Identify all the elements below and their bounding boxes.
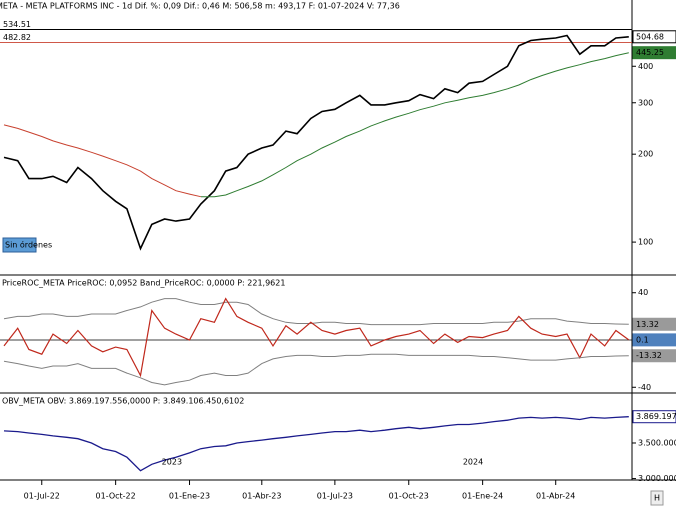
year-label: 2024 bbox=[463, 458, 483, 467]
year-label: 2023 bbox=[162, 458, 182, 467]
y-tick-label: -40 bbox=[638, 383, 651, 392]
last-value-box bbox=[632, 333, 676, 347]
plot-area bbox=[0, 297, 632, 386]
series-line bbox=[3, 353, 629, 386]
x-tick-label: 01-Oct-22 bbox=[96, 492, 136, 501]
plot-area bbox=[3, 34, 629, 251]
series-line bbox=[200, 52, 629, 198]
level-label: 534.51 bbox=[3, 20, 31, 29]
last-value-label: 0.1 bbox=[636, 335, 649, 344]
last-value-box bbox=[632, 410, 676, 424]
panel-header: OBV_META OBV: 3.869.197.556,0000 P: 3.84… bbox=[2, 397, 244, 406]
y-tick-label: 3.500.000.000 bbox=[638, 438, 676, 447]
x-tick-label: 01-Abr-24 bbox=[536, 492, 575, 501]
panel-header: PriceROC_META PriceROC: 0,0952 Band_Pric… bbox=[2, 279, 285, 288]
last-value-box bbox=[632, 30, 676, 44]
series-line bbox=[3, 298, 629, 326]
last-value-label: -13.32 bbox=[636, 351, 662, 360]
series-line bbox=[3, 297, 630, 378]
toolbar-button-label[interactable]: H bbox=[654, 494, 660, 503]
last-value-label: 504.68 bbox=[636, 32, 664, 41]
orders-label: Sin órdenes bbox=[5, 240, 52, 250]
x-tick-label: 01-Jul-22 bbox=[24, 492, 60, 501]
x-tick-label: 01-Jul-23 bbox=[317, 492, 353, 501]
last-value-label: 13.32 bbox=[636, 320, 659, 329]
last-value-box bbox=[632, 46, 676, 60]
last-value-label: 445.25 bbox=[636, 48, 664, 57]
x-tick-label: 01-Abr-23 bbox=[242, 492, 281, 501]
orders-box bbox=[2, 237, 37, 253]
level-label: 482.82 bbox=[3, 33, 31, 42]
x-tick-label: 01-Ene-23 bbox=[169, 492, 210, 501]
last-value-box bbox=[632, 317, 676, 331]
series-line bbox=[3, 34, 629, 251]
y-tick-label: 40 bbox=[638, 288, 648, 297]
last-value-label: 3.869.197.556 bbox=[636, 412, 676, 421]
y-tick-label: 200 bbox=[638, 150, 653, 159]
y-tick-label: 300 bbox=[638, 98, 653, 107]
x-tick-label: 01-Ene-24 bbox=[462, 492, 503, 501]
toolbar-button[interactable] bbox=[650, 490, 664, 506]
series-line bbox=[3, 124, 201, 198]
x-tick-label: 01-Oct-23 bbox=[389, 492, 429, 501]
last-value-box bbox=[632, 349, 676, 363]
y-tick-label: 400 bbox=[638, 62, 653, 71]
panel-header: META - META PLATFORMS INC - 1d Dif. %: 0… bbox=[0, 2, 400, 11]
series-line bbox=[3, 416, 629, 472]
plot-area bbox=[3, 416, 629, 472]
y-tick-label: 3.000.000.000 bbox=[638, 474, 676, 483]
y-tick-label: 100 bbox=[638, 238, 653, 247]
